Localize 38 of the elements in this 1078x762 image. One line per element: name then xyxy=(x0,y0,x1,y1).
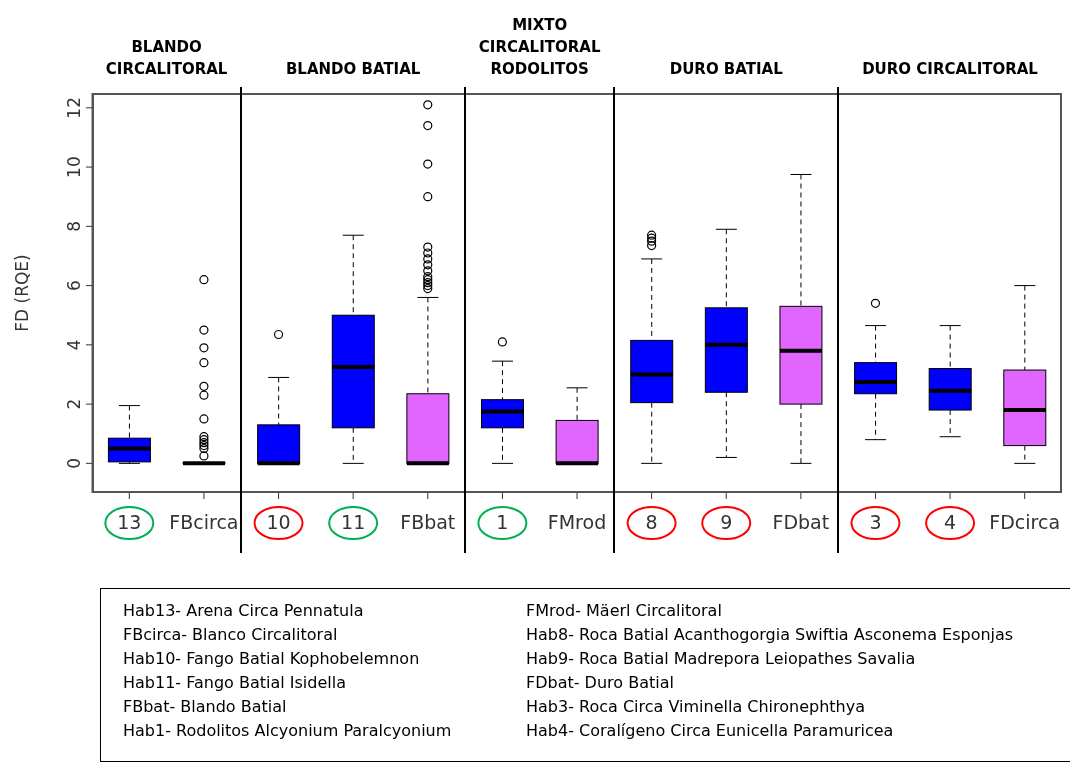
x-tick-label: FDcirca xyxy=(989,511,1061,533)
y-axis-title: FD (RQE) xyxy=(12,254,33,332)
text: FDbat- Duro Batial xyxy=(526,673,674,692)
x-tick-label: FMrod xyxy=(547,511,607,533)
y-tick-label: 2 xyxy=(64,398,84,410)
x-tick-label: 9 xyxy=(720,511,733,533)
y-tick-label: 6 xyxy=(64,280,84,292)
text: FBbat- Blando Batial xyxy=(123,697,287,716)
text: Hab10- Fango Batial Kophobelemnon xyxy=(123,649,420,668)
x-tick-label: 11 xyxy=(341,511,366,533)
text: Hab8- Roca Batial Acanthogorgia Swiftia Asconema Esponjas xyxy=(526,625,1014,644)
x-tick-label: FBcirca xyxy=(169,511,239,533)
text: Hab13- Arena Circa Pennatula xyxy=(123,601,364,620)
x-tick-label: FDbat xyxy=(772,511,830,533)
y-tick-label: 0 xyxy=(64,457,84,469)
y-tick-label: 8 xyxy=(64,220,84,232)
text: Hab11- Fango Batial Isidella xyxy=(123,673,346,692)
text: BLANDO CIRCALITORAL xyxy=(104,37,229,80)
x-tick-label: FBbat xyxy=(400,511,456,533)
x-tick-label: 13 xyxy=(117,511,142,533)
y-tick-label: 12 xyxy=(64,96,84,119)
y-tick-label: 4 xyxy=(64,339,84,351)
x-tick-label: 4 xyxy=(944,511,957,533)
text: DURO BATIAL xyxy=(668,59,784,80)
x-tick-label: 10 xyxy=(266,511,291,533)
text: BLANDO BATIAL xyxy=(284,59,422,80)
text: DURO CIRCALITORAL xyxy=(861,59,1039,80)
x-tick-label: 8 xyxy=(645,511,658,533)
text: Hab3- Roca Circa Viminella Chironephthya xyxy=(526,697,866,716)
text: MIXTO CIRCALITORAL RODOLITOS xyxy=(477,15,602,80)
text: FMrod- Mäerl Circalitoral xyxy=(526,601,722,620)
text: Hab4- Coralígeno Circa Eunicella Paramuricea xyxy=(526,721,894,740)
x-tick-label: 1 xyxy=(496,511,509,533)
x-tick-label: 3 xyxy=(869,511,882,533)
text: Hab9- Roca Batial Madrepora Leiopathes Savalia xyxy=(526,649,916,668)
y-tick-label: 10 xyxy=(64,156,84,178)
text: FBcirca- Blanco Circalitoral xyxy=(123,625,338,644)
text: Hab1- Rodolitos Alcyonium Paralcyonium xyxy=(123,721,452,740)
